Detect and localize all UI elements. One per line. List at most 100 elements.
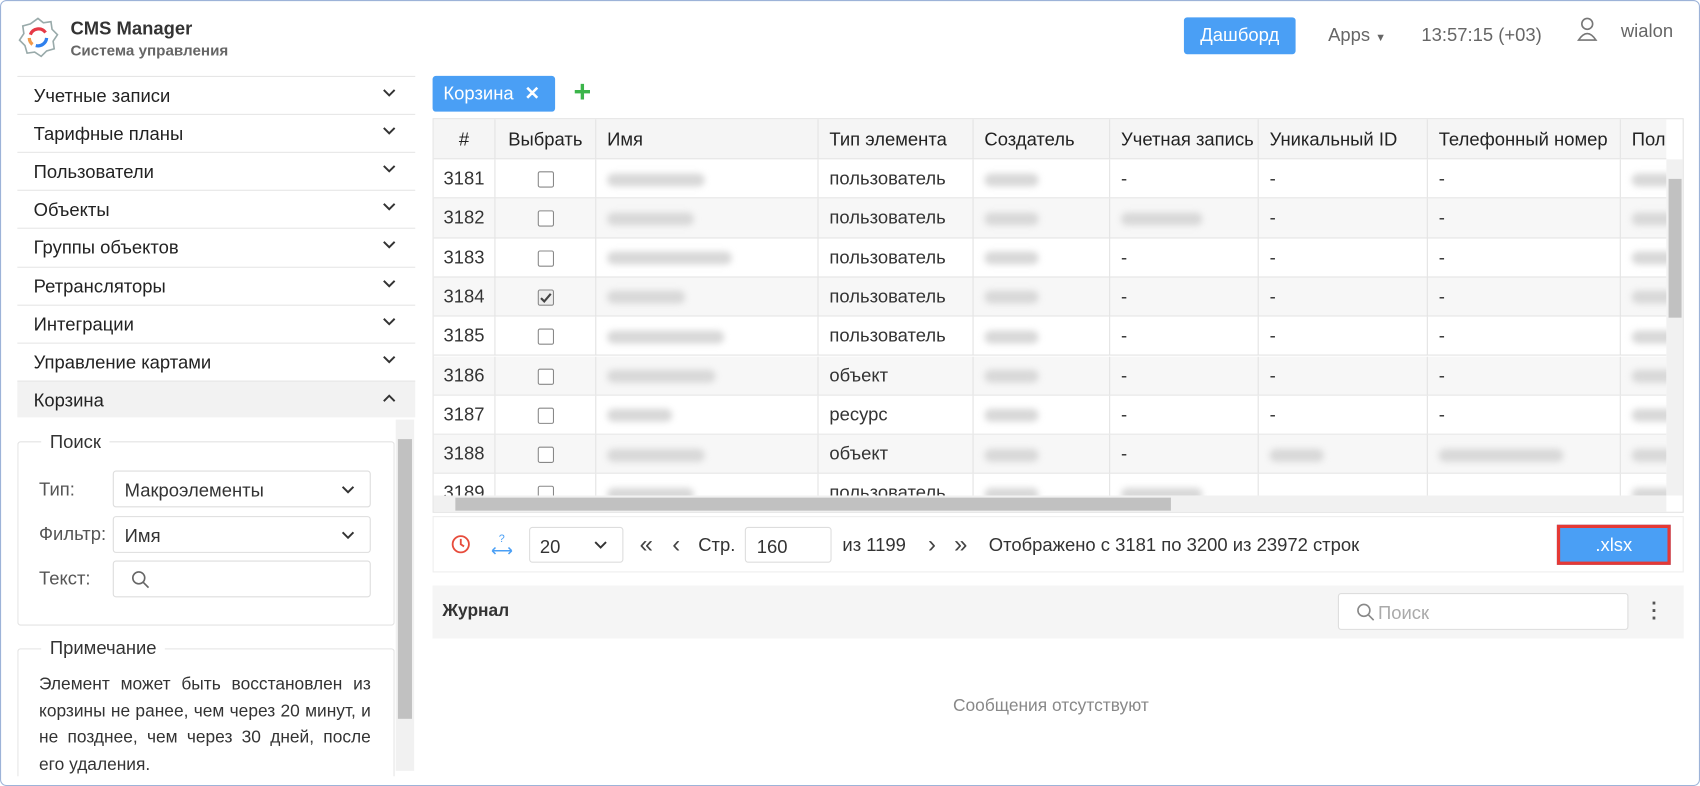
type-value: Макроэлементы: [124, 480, 264, 501]
type-cell: пользователь: [819, 198, 974, 237]
menu-item-active[interactable]: Корзина: [17, 380, 416, 418]
pagination: [432, 516, 1684, 573]
note-text: Элемент может быть восстановлен из корзи…: [39, 675, 371, 774]
checkbox[interactable]: [537, 210, 555, 227]
column-header[interactable]: Польз: [1621, 119, 1667, 158]
blurred-cell: [974, 395, 1111, 434]
first-page[interactable]: «: [639, 530, 653, 558]
phone-cell: -: [1428, 395, 1621, 434]
blurred-text: [1269, 448, 1324, 462]
menu-label: Управление картами: [33, 352, 212, 373]
icon: [383, 203, 396, 211]
menu-item[interactable]: Управление картами: [17, 342, 416, 379]
prev-page[interactable]: ‹: [672, 530, 681, 558]
row-id: 3188: [434, 434, 496, 474]
menu-item[interactable]: Учетные записи: [17, 75, 416, 113]
last-page[interactable]: »: [954, 530, 968, 558]
blurred-text: [607, 409, 673, 423]
column-header[interactable]: Уникальный ID: [1259, 119, 1428, 159]
table-row: 3183 пользователь - - -: [433, 238, 1667, 278]
type-cell: пользователь: [819, 238, 974, 277]
checkbox[interactable]: [537, 171, 555, 188]
column-header[interactable]: Создатель: [974, 119, 1111, 159]
blurred-text: [984, 448, 1039, 462]
type-cell: объект: [819, 356, 974, 395]
text-input[interactable]: [112, 560, 371, 598]
blurred-cell: [1621, 199, 1667, 237]
account-cell: -: [1110, 277, 1259, 316]
icon: [594, 541, 607, 549]
type-cell: пользователь: [819, 159, 974, 198]
checkbox[interactable]: [537, 250, 555, 267]
blurred-cell: [974, 159, 1111, 198]
add-tab[interactable]: +: [573, 74, 592, 109]
blurred-cell: [596, 159, 819, 198]
checkbox[interactable]: [537, 368, 555, 385]
note-legend: Примечание: [41, 637, 166, 660]
resize-icon[interactable]: ?: [490, 532, 514, 556]
export-xlsx-button[interactable]: .xlsx: [1556, 524, 1671, 565]
filter-select[interactable]: Имя: [112, 516, 371, 553]
blurred-cell: [596, 356, 819, 395]
decoration: [28, 27, 47, 36]
user-name[interactable]: wialon: [1620, 20, 1674, 42]
column-header[interactable]: Тип элемента: [819, 119, 974, 159]
row-id: 3185: [434, 316, 496, 356]
decoration: [540, 292, 552, 303]
page-size-select[interactable]: 20: [529, 526, 624, 563]
menu-item[interactable]: Интеграции: [17, 304, 416, 341]
column-header[interactable]: #: [434, 119, 496, 159]
blurred-cell: [974, 316, 1111, 356]
table-row: 3189 пользователь: [433, 474, 1667, 496]
decoration: [1577, 32, 1598, 41]
history-icon[interactable]: [450, 533, 472, 555]
blurred-cell: [1621, 474, 1667, 496]
table-row: 3185 пользователь - - -: [433, 316, 1667, 357]
checkbox[interactable]: [537, 407, 555, 424]
blurred-cell: [596, 395, 819, 434]
decoration: [594, 541, 607, 549]
journal-search[interactable]: Поиск: [1337, 593, 1629, 630]
checkbox[interactable]: [537, 328, 555, 345]
menu-item[interactable]: Ретрансляторы: [17, 266, 416, 303]
menu-label: Ретрансляторы: [33, 275, 166, 297]
blurred-cell: [596, 474, 819, 496]
search-placeholder: Поиск: [1377, 602, 1430, 624]
page-count: из 1199: [842, 534, 906, 556]
menu-item[interactable]: Объекты: [17, 190, 416, 227]
blurred-text: [607, 172, 705, 186]
menu-item[interactable]: Группы объектов: [17, 228, 416, 265]
blurred-text: [1631, 487, 1667, 496]
column-header[interactable]: Учетная запись: [1110, 119, 1259, 159]
unique-id-cell: -: [1259, 395, 1428, 434]
blurred-cell: [1621, 435, 1667, 473]
icon: [383, 355, 396, 364]
next-page[interactable]: ›: [928, 530, 937, 558]
page-input[interactable]: 160: [744, 526, 832, 563]
decoration: [341, 531, 355, 540]
account-cell: -: [1110, 316, 1259, 356]
journal-menu[interactable]: · · ·: [1651, 591, 1658, 629]
column-header[interactable]: Выбрать: [495, 119, 597, 159]
tab[interactable]: Корзина ✕: [432, 75, 556, 112]
decoration: [383, 241, 396, 249]
column-header[interactable]: Телефонный номер: [1428, 119, 1621, 159]
phone-cell: -: [1428, 316, 1621, 356]
checkbox[interactable]: [537, 486, 555, 496]
blurred-text: [984, 291, 1039, 305]
type-select[interactable]: Макроэлементы: [112, 470, 371, 508]
page-label: Стр.: [698, 534, 736, 556]
account-cell: -: [1110, 159, 1259, 198]
column-header[interactable]: Имя: [596, 119, 819, 159]
checkbox[interactable]: [537, 289, 555, 306]
checkbox[interactable]: [537, 446, 555, 464]
table-row: 3186 объект - - -: [433, 356, 1667, 396]
apps-menu[interactable]: Apps ▼: [1328, 25, 1386, 47]
menu-item[interactable]: Тарифные планы: [17, 113, 416, 151]
journal-empty: Сообщения отсутствуют: [952, 697, 1149, 716]
page-size: 20: [539, 536, 561, 558]
menu-item[interactable]: Пользователи: [17, 151, 416, 189]
menu-label: Учетные записи: [33, 85, 171, 107]
dashboard-button[interactable]: Дашборд: [1183, 17, 1296, 55]
app-subtitle: Система управления: [70, 41, 229, 59]
